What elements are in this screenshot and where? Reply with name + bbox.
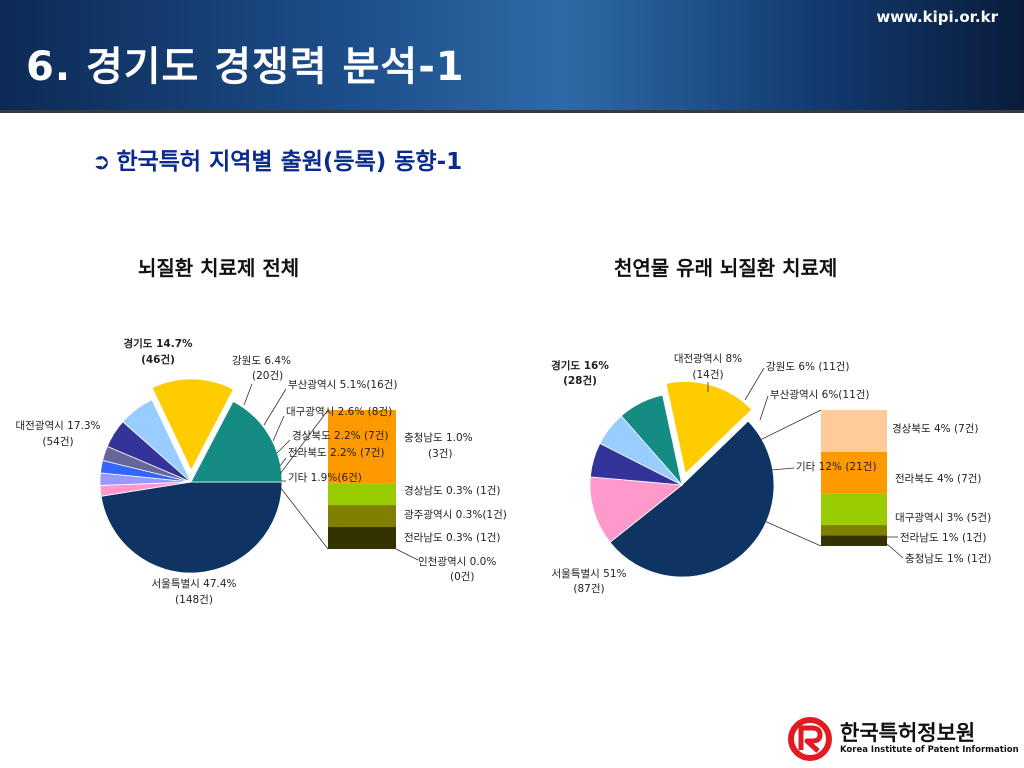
chart1-slice-gangwon <box>122 399 192 483</box>
chart2-count-daejeon: (14건) <box>692 369 723 381</box>
chart1-breakdown-bar-chungnam <box>328 410 396 484</box>
chart2-connector-line-2 <box>759 518 822 547</box>
chart1-count-seoul: (148건) <box>175 594 213 606</box>
chart2-breakdown-bar-chungnam <box>821 451 887 494</box>
chart2-label-gyeonggi: 경기도 16% <box>551 359 609 372</box>
chart2-breakdown-label-gyeongnam: 대구광역시 3% (5건) <box>895 512 991 524</box>
chart2-label-seoul: 서울특별시 51% <box>552 568 627 580</box>
chart1-slice-gyeonggi <box>151 378 234 471</box>
section-subtitle: ➲ 한국특허 지역별 출원(등록) 동향-1 <box>92 142 462 176</box>
chart1-count-gangwon: (20건) <box>252 370 283 382</box>
chart1-label-leader-gangwon <box>243 383 253 406</box>
chart1-slice-seoul <box>100 481 283 574</box>
chart1-breakdown-bar-gwangju <box>328 505 396 528</box>
header-divider <box>0 110 1024 113</box>
chart2-connector-line-1 <box>751 409 822 445</box>
chart1-label-daegu: 대구광역시 2.6% (8건) <box>286 406 392 418</box>
chart1-breakdown-count-incheon: (0건) <box>450 571 475 583</box>
chart1-connector-line-2 <box>279 486 329 550</box>
kipi-logo: 한국특허정보원 Korea Institute of Patent Inform… <box>788 715 1019 763</box>
chart1-breakdown-leader-incheon <box>395 548 419 561</box>
chart1-breakdown-bar-jeonnam <box>328 527 396 549</box>
chart1-breakdown-label-gyeongnam: 경상남도 0.3% (1건) <box>404 484 501 497</box>
chart1-label-leader-gyeongbuk <box>276 439 291 454</box>
chart2-slice-daejeon <box>620 394 683 487</box>
chart2-breakdown-label-gwangju: 전라남도 1% (1건) <box>900 532 987 544</box>
arrow-bullet-icon: ➲ <box>92 150 111 175</box>
chart2-count-gyeonggi: (28건) <box>563 374 597 387</box>
chart1-label-gita: 기타 1.9%(6건) <box>288 472 362 484</box>
chart1-label-leader-busan <box>263 388 287 426</box>
chart2-label-gangwon: 강원도 6% (11건) <box>766 361 850 373</box>
chart2-label-gita: 기타 12% (21건) <box>796 461 877 473</box>
chart1-breakdown-count-chungnam: (3건) <box>428 448 453 460</box>
chart2-title: 천연물 유래 뇌질환 치료제 <box>614 256 838 280</box>
chart2-label-busan: 부산광역시 6%(11건) <box>770 389 870 401</box>
logo-name-korean: 한국특허정보원 <box>840 721 976 745</box>
chart1-label-seoul: 서울특별시 47.4% <box>152 578 237 590</box>
chart2-breakdown-leader-jeonnam <box>886 543 904 559</box>
chart1-label-jeonbuk: 전라북도 2.2% (7건) <box>288 447 385 459</box>
chart1-label-gyeonggi: 경기도 14.7% <box>123 337 193 350</box>
chart1-label-daejeon: 대전광역시 17.3% <box>16 420 101 432</box>
page-title: 6. 경기도 경쟁력 분석-1 <box>26 44 465 90</box>
chart2-breakdown-label-chungnam: 전라북도 4% (7건) <box>895 473 982 485</box>
chart1-breakdown-bar-gyeongnam <box>328 483 396 506</box>
chart2-label-leader-gangwon <box>744 367 765 401</box>
chart2-breakdown-label-peach: 경상북도 4% (7건) <box>892 422 979 435</box>
logo-name-english: Korea Institute of Patent Information <box>840 745 1019 755</box>
chart1-count-daejeon: (54건) <box>42 436 73 448</box>
chart1-label-leader-jeonbuk <box>279 457 287 467</box>
chart1-label-gyeongbuk: 경상북도 2.2% (7건) <box>292 429 389 442</box>
chart2-label-leader-busan <box>759 395 769 421</box>
chart2-breakdown-bar-jeonnam <box>821 535 887 546</box>
chart2-breakdown-bar-peach <box>821 410 887 452</box>
chart2-count-seoul: (87건) <box>573 583 604 595</box>
chart2-breakdown-bar-gyeongnam <box>821 493 887 526</box>
chart2-breakdown-label-jeonnam: 충청남도 1% (1건) <box>905 553 992 565</box>
chart1-breakdown-label-chungnam: 충청남도 1.0% <box>404 432 473 444</box>
chart1-count-gyeonggi: (46건) <box>141 353 175 366</box>
website-link[interactable]: www.kipi.or.kr <box>876 8 998 26</box>
subtitle-text: 한국특허 지역별 출원(등록) 동향-1 <box>116 149 463 175</box>
chart1-label-gangwon: 강원도 6.4% <box>232 355 291 367</box>
chart1-breakdown-label-gwangju: 광주광역시 0.3%(1건) <box>404 509 507 521</box>
chart2-slice-gita <box>589 476 684 543</box>
chart1-slice-daejeon <box>190 400 283 483</box>
chart1-label-busan: 부산광역시 5.1%(16건) <box>288 379 398 391</box>
chart1-label-leader-daegu <box>272 415 285 442</box>
chart1-breakdown-label-jeonnam: 전라남도 0.3% (1건) <box>404 532 501 544</box>
kipi-logo-mark-icon <box>788 717 832 761</box>
chart2-slice-seoul <box>609 420 775 578</box>
header-banner <box>0 0 1024 110</box>
chart2-label-leader-gita <box>771 467 795 471</box>
chart2-slice-gyeonggi <box>665 381 753 475</box>
chart1-connector-line-1 <box>279 409 329 475</box>
chart1-title: 뇌질환 치료제 전체 <box>138 256 300 280</box>
chart2-breakdown-bar-gwangju <box>821 525 887 536</box>
chart2-label-daejeon: 대전광역시 8% <box>674 353 742 365</box>
chart1-breakdown-label-incheon: 인천광역시 0.0% <box>418 556 496 568</box>
